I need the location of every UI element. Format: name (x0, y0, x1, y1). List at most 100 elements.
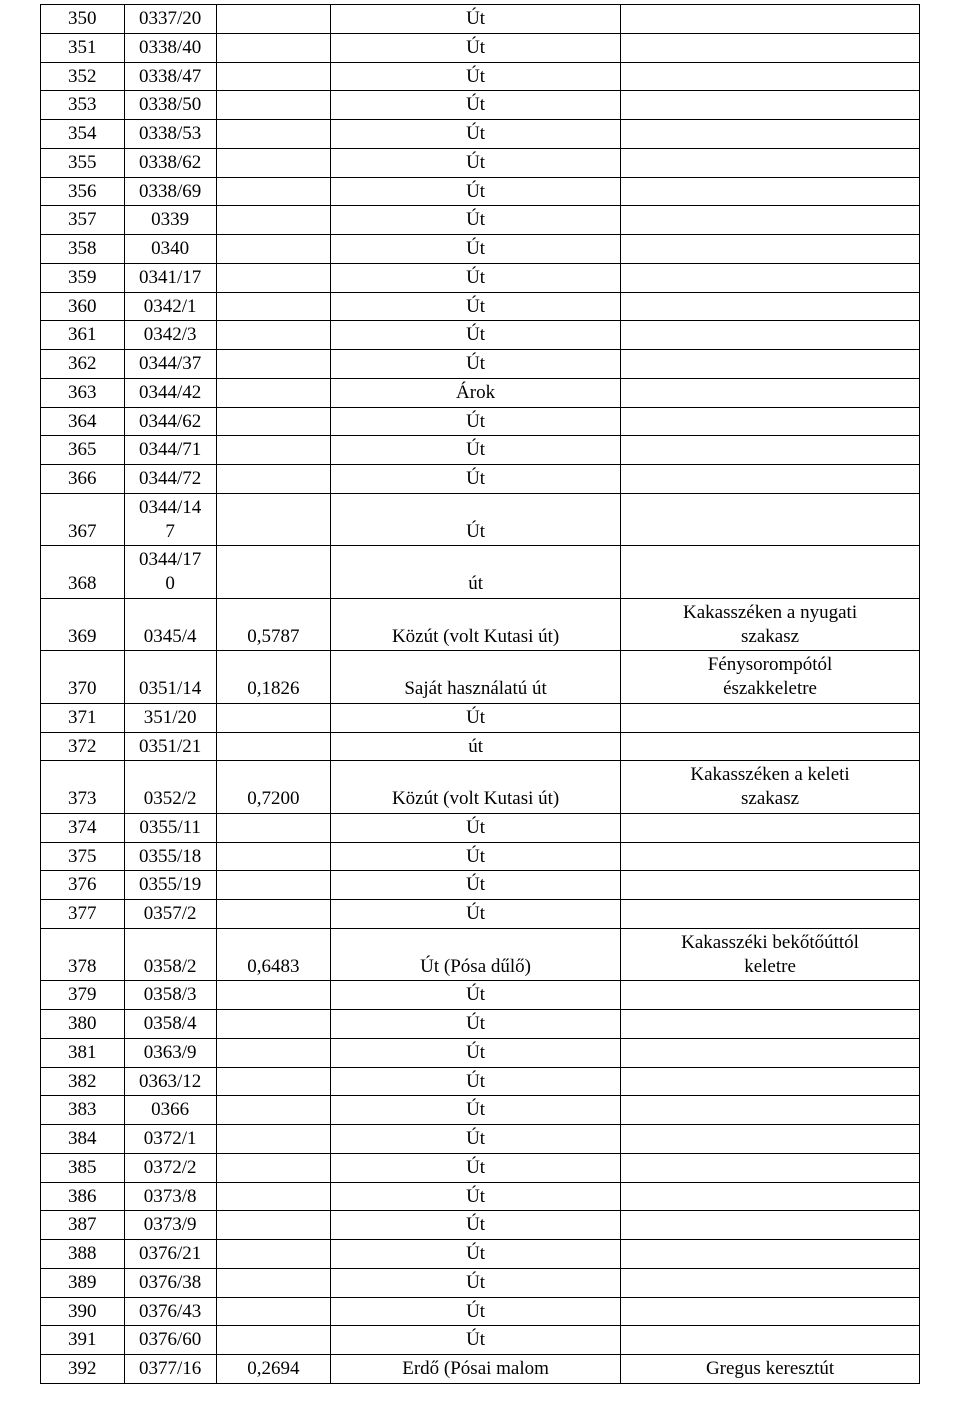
table-cell-c3 (216, 407, 330, 436)
table-cell-c3 (216, 1240, 330, 1269)
table-row: 3680344/170út (41, 546, 920, 599)
table-cell-c5 (621, 1326, 920, 1355)
table-cell-c1: 374 (41, 813, 125, 842)
table-cell-c2: 0345/4 (124, 598, 216, 651)
table-cell-c4: Út (331, 120, 621, 149)
table-cell-c2: 0357/2 (124, 900, 216, 929)
table-cell-c2: 0338/53 (124, 120, 216, 149)
table-cell-c1: 367 (41, 493, 125, 546)
table-cell-c1: 373 (41, 761, 125, 814)
table-cell-c3 (216, 1268, 330, 1297)
table-cell-c3 (216, 1297, 330, 1326)
table-cell-c5: Fénysorompótólészakkeletre (621, 651, 920, 704)
table-cell-c5 (621, 206, 920, 235)
table-cell-c5 (621, 1125, 920, 1154)
table-cell-c3 (216, 813, 330, 842)
page: 3500337/20Út3510338/40Út3520338/47Út3530… (0, 0, 960, 1424)
table-cell-c4: Út (331, 813, 621, 842)
table-cell-c2: 0338/40 (124, 33, 216, 62)
table-cell-c3 (216, 350, 330, 379)
table-cell-c2: 0377/16 (124, 1355, 216, 1384)
table-cell-c1: 363 (41, 378, 125, 407)
table-cell-c5 (621, 981, 920, 1010)
table-cell-c5 (621, 493, 920, 546)
table-row: 3860373/8Út (41, 1182, 920, 1211)
table-cell-c3 (216, 732, 330, 761)
table-cell-c5 (621, 378, 920, 407)
table-cell-c3: 0,2694 (216, 1355, 330, 1384)
table-cell-c3 (216, 1153, 330, 1182)
table-cell-c4: Saját használatú út (331, 651, 621, 704)
table-row: 3810363/9Út (41, 1038, 920, 1067)
table-cell-c3 (216, 177, 330, 206)
table-cell-c1: 381 (41, 1038, 125, 1067)
table-cell-c2: 0344/37 (124, 350, 216, 379)
table-cell-c1: 386 (41, 1182, 125, 1211)
table-cell-c2: 0373/9 (124, 1211, 216, 1240)
table-cell-c4: Út (331, 235, 621, 264)
table-cell-c4: Út (Pósa dűlő) (331, 928, 621, 981)
table-cell-c1: 376 (41, 871, 125, 900)
table-cell-c2: 0344/42 (124, 378, 216, 407)
table-cell-c2: 0373/8 (124, 1182, 216, 1211)
table-cell-c1: 353 (41, 91, 125, 120)
table-cell-c4: Út (331, 436, 621, 465)
table-cell-c2: 0352/2 (124, 761, 216, 814)
table-cell-c2: 0339 (124, 206, 216, 235)
table-cell-c4: Út (331, 1038, 621, 1067)
table-cell-c5: Gregus keresztút (621, 1355, 920, 1384)
table-row: 3560338/69Út (41, 177, 920, 206)
table-row: 3620344/37Út (41, 350, 920, 379)
table-cell-c5 (621, 813, 920, 842)
table-cell-c5 (621, 436, 920, 465)
table-cell-c3 (216, 871, 330, 900)
table-cell-c1: 384 (41, 1125, 125, 1154)
table-row: 3850372/2Út (41, 1153, 920, 1182)
table-cell-c1: 351 (41, 33, 125, 62)
table-cell-c3 (216, 436, 330, 465)
table-cell-c5 (621, 703, 920, 732)
table-cell-c2: 0340 (124, 235, 216, 264)
table-cell-c5 (621, 1240, 920, 1269)
table-cell-c5: Kakasszéken a keletiszakasz (621, 761, 920, 814)
table-cell-c2: 0342/1 (124, 292, 216, 321)
table-cell-c4: Közút (volt Kutasi út) (331, 598, 621, 651)
table-cell-c4: Út (331, 900, 621, 929)
table-row: 3600342/1Út (41, 292, 920, 321)
table-cell-c5 (621, 732, 920, 761)
table-cell-c4: Út (331, 263, 621, 292)
table-cell-c3 (216, 292, 330, 321)
table-cell-c4: Út (331, 493, 621, 546)
table-cell-c1: 360 (41, 292, 125, 321)
table-row: 3630344/42Árok (41, 378, 920, 407)
table-cell-c1: 382 (41, 1067, 125, 1096)
table-cell-c1: 368 (41, 546, 125, 599)
table-cell-c1: 383 (41, 1096, 125, 1125)
table-cell-c5 (621, 1297, 920, 1326)
table-cell-c2: 0338/69 (124, 177, 216, 206)
table-row: 3750355/18Út (41, 842, 920, 871)
table-cell-c2: 0344/71 (124, 436, 216, 465)
table-cell-c3 (216, 148, 330, 177)
table-cell-c4: Út (331, 148, 621, 177)
table-row: 3570339Út (41, 206, 920, 235)
table-cell-c3 (216, 263, 330, 292)
table-cell-c4: Út (331, 981, 621, 1010)
table-cell-c1: 364 (41, 407, 125, 436)
table-cell-c2: 0376/60 (124, 1326, 216, 1355)
table-cell-c1: 371 (41, 703, 125, 732)
table-cell-c3 (216, 5, 330, 34)
table-cell-c3 (216, 493, 330, 546)
table-cell-c3 (216, 900, 330, 929)
table-cell-c2: 351/20 (124, 703, 216, 732)
table-cell-c5 (621, 1153, 920, 1182)
table-cell-c2: 0351/14 (124, 651, 216, 704)
table-cell-c2: 0344/72 (124, 465, 216, 494)
table-cell-c4: Út (331, 1153, 621, 1182)
table-cell-c3 (216, 91, 330, 120)
table-row: 3510338/40Út (41, 33, 920, 62)
table-cell-c2: 0338/47 (124, 62, 216, 91)
table-cell-c3 (216, 235, 330, 264)
table-cell-c3 (216, 546, 330, 599)
table-cell-c3 (216, 1326, 330, 1355)
